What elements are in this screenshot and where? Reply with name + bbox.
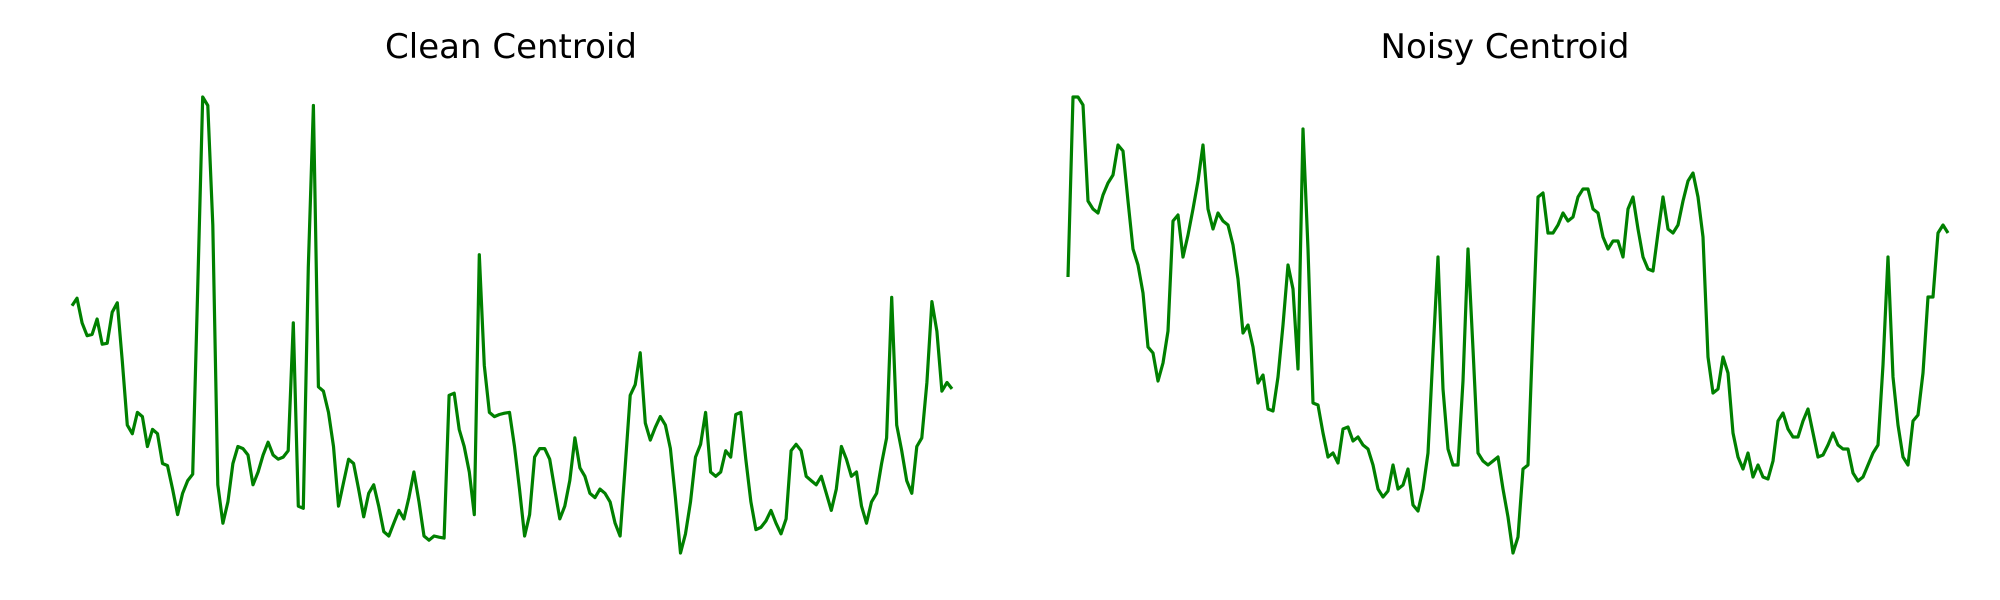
chart-panel-noisy: Noisy Centroid [1066, 27, 1950, 555]
chart-title-clean: Clean Centroid [385, 27, 637, 67]
chart-panel-clean: Clean Centroid [70, 27, 954, 555]
chart-title-noisy: Noisy Centroid [1381, 27, 1630, 67]
series-line-clean [70, 95, 954, 555]
series-group-noisy [1066, 95, 1950, 555]
series-line-noisy [1066, 95, 1950, 555]
series-group-clean [70, 95, 954, 555]
